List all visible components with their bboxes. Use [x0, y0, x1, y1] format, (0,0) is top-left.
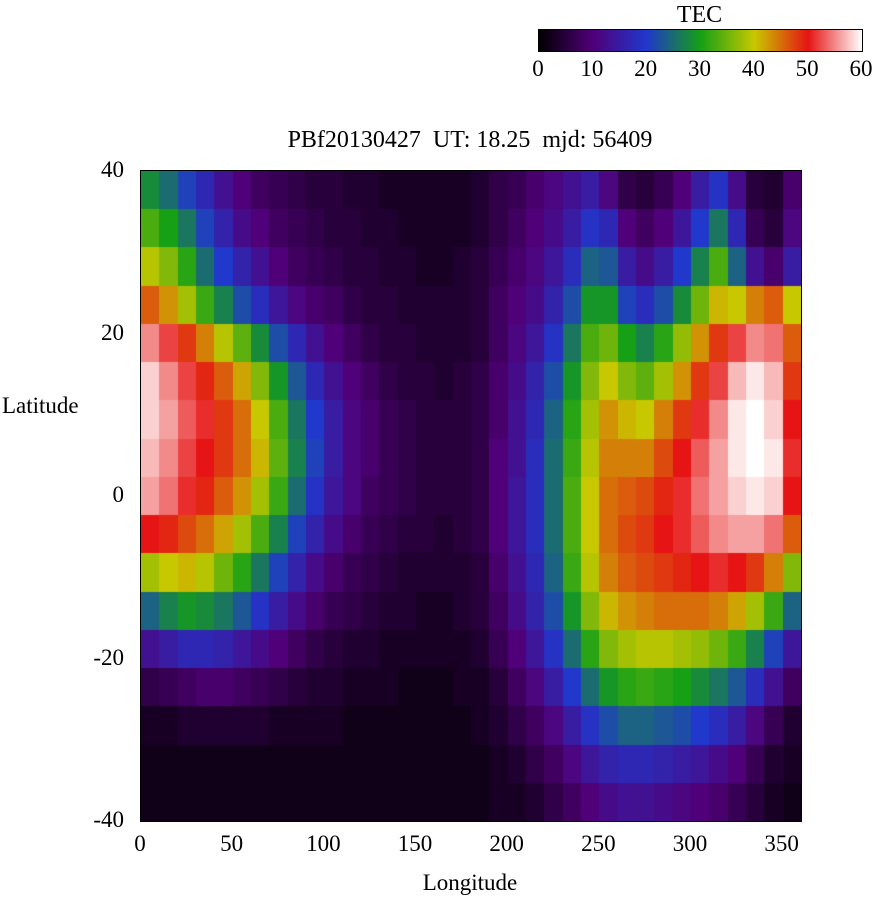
- colorbar-tick-label: 50: [795, 56, 819, 81]
- heatmap-canvas: [140, 170, 802, 822]
- y-tick-label: 20: [101, 319, 124, 345]
- colorbar-gradient: [538, 29, 863, 52]
- x-tick-label: 300: [672, 831, 708, 856]
- x-tick-label: 0: [134, 831, 146, 856]
- x-tick-label: 200: [489, 831, 524, 856]
- x-tick-label: 50: [220, 831, 244, 856]
- x-tick-label: 150: [397, 831, 433, 856]
- colorbar-tick-label: 10: [580, 56, 604, 81]
- x-tick-label: 100: [306, 831, 341, 856]
- colorbar-tick-label: 60: [849, 56, 873, 81]
- y-axis-label: Latitude: [2, 393, 79, 418]
- colorbar-tick-label: 40: [741, 56, 765, 81]
- colorbar-tick-label: 30: [688, 56, 711, 81]
- x-tick-label: 250: [581, 831, 616, 856]
- colorbar-title: TEC: [676, 2, 723, 28]
- colorbar-tick-label: 20: [634, 56, 658, 81]
- y-tick-label: 40: [101, 157, 124, 182]
- y-tick-label: 0: [112, 482, 125, 507]
- colorbar-tick-label: 0: [532, 56, 544, 81]
- x-tick-label: 350: [764, 831, 799, 856]
- x-axis-label: Longitude: [422, 870, 518, 895]
- y-tick-label: -20: [93, 644, 124, 670]
- plot-title: PBf20130427 UT: 18.25 mjd: 56409: [287, 127, 653, 153]
- y-tick-label: -40: [93, 807, 124, 832]
